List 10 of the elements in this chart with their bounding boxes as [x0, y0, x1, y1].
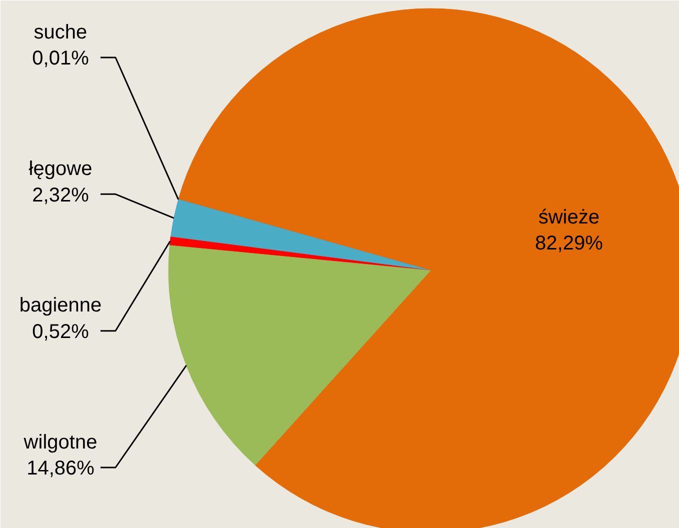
slice-label: wilgotne [22, 431, 98, 454]
data-label: 14,86% [26, 458, 95, 480]
slice-label: suche [34, 21, 88, 44]
slice-label: świeże [538, 206, 600, 228]
data-label: 0,01% [32, 48, 90, 70]
data-label: 0,52% [32, 321, 90, 344]
slice-label: bagienne [19, 294, 102, 317]
data-label: 82,29% [535, 232, 604, 255]
data-label: 2,32% [32, 184, 90, 206]
slice-label: łęgowe [28, 158, 92, 180]
